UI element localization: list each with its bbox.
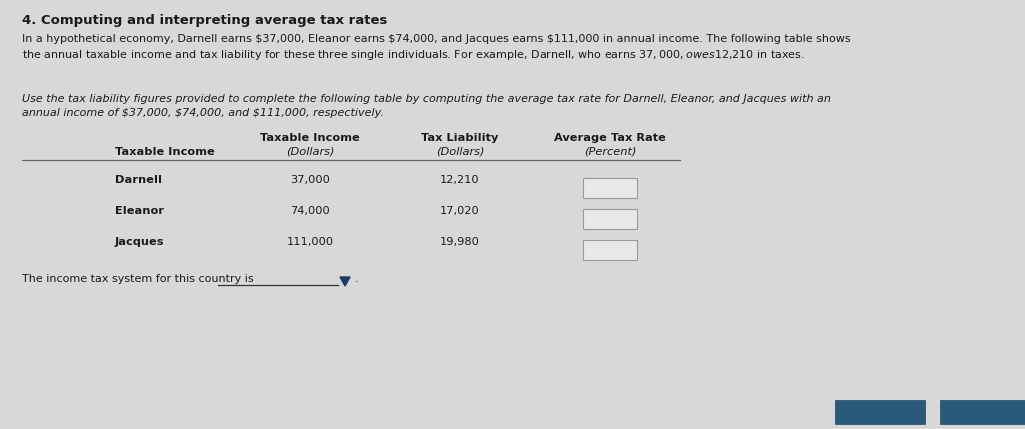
Text: (Dollars): (Dollars) — [436, 147, 484, 157]
Text: (Dollars): (Dollars) — [286, 147, 334, 157]
Text: (Percent): (Percent) — [584, 147, 637, 157]
Bar — [835, 400, 925, 424]
Text: Eleanor: Eleanor — [115, 206, 164, 216]
Text: 12,210: 12,210 — [440, 175, 480, 185]
Text: 19,980: 19,980 — [440, 237, 480, 247]
Text: .: . — [355, 274, 359, 284]
Text: Taxable Income: Taxable Income — [260, 133, 360, 143]
Text: In a hypothetical economy, Darnell earns $37,000, Eleanor earns $74,000, and Jac: In a hypothetical economy, Darnell earns… — [22, 34, 851, 44]
Text: Use the tax liability figures provided to complete the following table by comput: Use the tax liability figures provided t… — [22, 94, 831, 104]
Polygon shape — [340, 277, 350, 286]
Bar — [583, 209, 637, 229]
Text: Average Tax Rate: Average Tax Rate — [555, 133, 666, 143]
Text: Tax Liability: Tax Liability — [421, 133, 499, 143]
Bar — [583, 178, 637, 198]
Text: 111,000: 111,000 — [286, 237, 333, 247]
Bar — [940, 400, 1025, 424]
Text: Darnell: Darnell — [115, 175, 162, 185]
Text: the annual taxable income and tax liability for these three single individuals. : the annual taxable income and tax liabil… — [22, 48, 805, 62]
Text: 37,000: 37,000 — [290, 175, 330, 185]
Bar — [583, 240, 637, 260]
Text: annual income of $37,000, $74,000, and $111,000, respectively.: annual income of $37,000, $74,000, and $… — [22, 108, 384, 118]
Text: 4. Computing and interpreting average tax rates: 4. Computing and interpreting average ta… — [22, 14, 387, 27]
Text: 17,020: 17,020 — [440, 206, 480, 216]
Text: Taxable Income: Taxable Income — [115, 147, 215, 157]
Text: Jacques: Jacques — [115, 237, 164, 247]
Text: 74,000: 74,000 — [290, 206, 330, 216]
Text: The income tax system for this country is: The income tax system for this country i… — [22, 274, 253, 284]
